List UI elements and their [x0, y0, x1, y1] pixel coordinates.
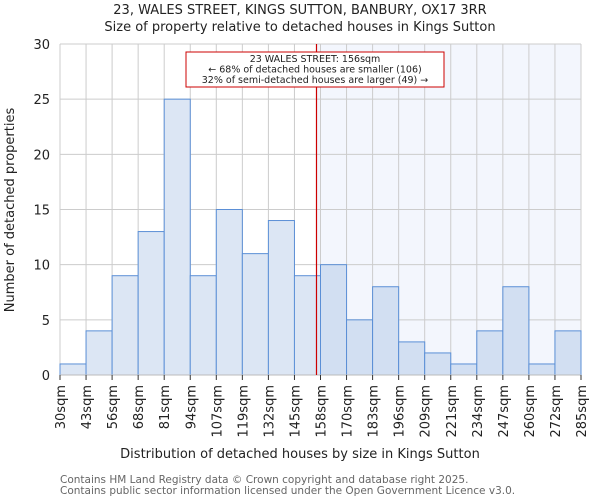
- histogram-bar: [215, 209, 243, 376]
- histogram-bar: [320, 264, 348, 376]
- x-tick-label: 285sqm: [575, 385, 590, 438]
- x-tick-label: 107sqm: [210, 385, 225, 438]
- x-tick-label: 221sqm: [445, 385, 460, 438]
- histogram-bar: [111, 275, 139, 376]
- chart-title: 23, WALES STREET, KINGS SUTTON, BANBURY,…: [113, 3, 486, 18]
- x-tick-label: 260sqm: [523, 385, 538, 438]
- y-tick-label: 20: [33, 148, 50, 163]
- chart-subtitle: Size of property relative to detached ho…: [104, 20, 495, 35]
- x-tick-label: 30sqm: [54, 385, 69, 429]
- x-tick-label: 119sqm: [236, 385, 251, 438]
- x-tick-label: 209sqm: [419, 385, 434, 438]
- y-tick-label: 30: [33, 38, 50, 53]
- histogram-bar: [528, 363, 556, 376]
- histogram-bar: [372, 286, 400, 376]
- x-tick-label: 94sqm: [184, 385, 199, 429]
- histogram-bar: [476, 330, 504, 376]
- y-tick-label: 10: [33, 259, 50, 274]
- histogram-bar: [398, 341, 426, 376]
- histogram-bar: [189, 275, 217, 376]
- histogram-bar: [241, 253, 269, 376]
- histogram-bar: [137, 231, 165, 376]
- x-tick-label: 43sqm: [80, 385, 95, 429]
- x-tick-label: 272sqm: [549, 385, 564, 438]
- annotation-line: 32% of semi-detached houses are larger (…: [202, 75, 429, 86]
- x-tick-label: 158sqm: [315, 385, 330, 438]
- annotation-line: ← 68% of detached houses are smaller (10…: [208, 65, 421, 76]
- histogram-bar: [450, 363, 478, 376]
- y-tick-label: 25: [33, 93, 50, 108]
- histogram-bar: [163, 98, 191, 376]
- histogram-bar: [346, 319, 374, 376]
- x-tick-label: 145sqm: [288, 385, 303, 438]
- annotation-line: 23 WALES STREET: 156sqm: [250, 54, 381, 65]
- x-tick-label: 132sqm: [262, 385, 277, 438]
- x-tick-label: 68sqm: [132, 385, 147, 429]
- y-tick-label: 0: [42, 369, 50, 384]
- x-axis-label: Distribution of detached houses by size …: [120, 447, 480, 462]
- histogram-bar: [502, 286, 530, 376]
- x-tick-label: 56sqm: [106, 385, 121, 429]
- x-tick-label: 170sqm: [341, 385, 356, 438]
- y-tick-label: 5: [42, 314, 50, 329]
- histogram-bar: [554, 330, 582, 376]
- histogram-bar: [267, 220, 295, 376]
- histogram-bar: [424, 352, 452, 376]
- x-tick-label: 183sqm: [367, 385, 382, 438]
- histogram-bar: [59, 363, 87, 376]
- y-axis-label: Number of detached properties: [3, 108, 18, 313]
- footer-line-1: Contains HM Land Registry data © Crown c…: [60, 474, 468, 486]
- x-tick-label: 234sqm: [471, 385, 486, 438]
- x-tick-label: 247sqm: [497, 385, 512, 438]
- histogram-bar: [85, 330, 113, 376]
- x-tick-label: 81sqm: [158, 385, 173, 429]
- x-tick-label: 196sqm: [393, 385, 408, 438]
- annotation-box: [185, 51, 445, 88]
- footer-line-2: Contains public sector information licen…: [60, 485, 515, 497]
- y-tick-label: 15: [33, 204, 50, 219]
